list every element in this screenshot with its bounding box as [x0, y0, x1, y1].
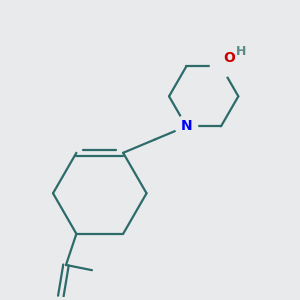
Text: H: H	[236, 45, 246, 58]
Text: N: N	[181, 119, 192, 133]
Text: O: O	[224, 51, 236, 64]
